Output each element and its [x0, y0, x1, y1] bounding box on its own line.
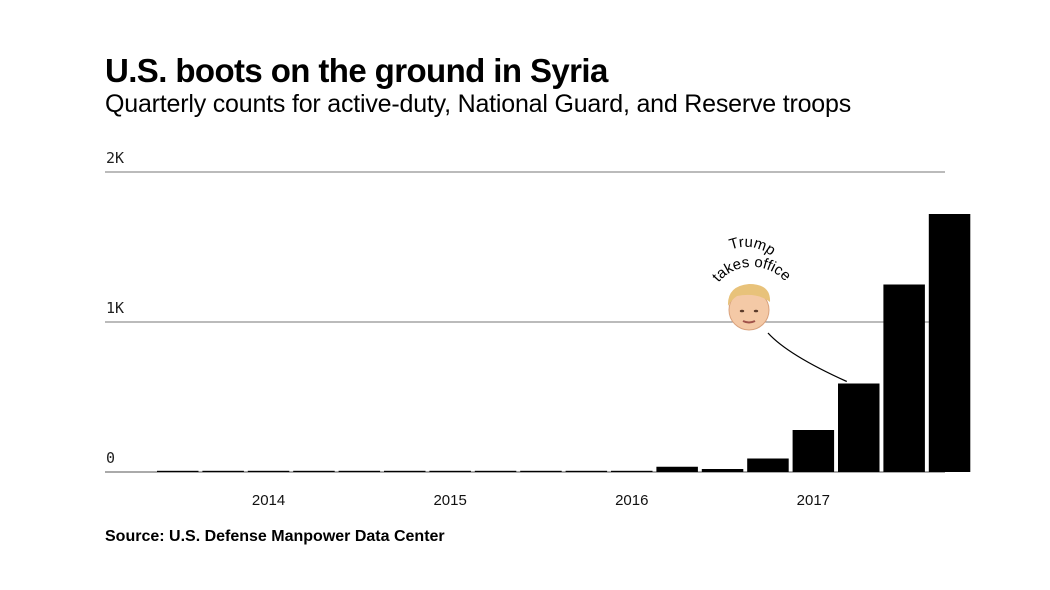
y-tick-label: 0	[106, 449, 115, 467]
eye-shape	[739, 309, 745, 313]
bar	[611, 470, 653, 472]
bar	[838, 383, 880, 472]
bar	[157, 470, 199, 472]
mouth-shape	[742, 320, 756, 324]
bar	[202, 470, 244, 472]
bar	[247, 470, 290, 472]
x-tick-label: 2015	[433, 492, 466, 509]
chart-subtitle: Quarterly counts for active-duty, Nation…	[105, 90, 852, 118]
annotation-leader-line	[767, 332, 848, 383]
x-tick-label: 2014	[252, 492, 285, 509]
bar	[293, 470, 335, 472]
y-tick-label: 2K	[106, 149, 124, 167]
bar	[565, 470, 608, 472]
bar	[928, 214, 971, 472]
bar	[520, 470, 562, 472]
annotation-label: takes office	[709, 254, 795, 286]
trump-portrait	[727, 284, 771, 331]
bar	[656, 466, 698, 472]
source-note: Source: U.S. Defense Manpower Data Cente…	[105, 528, 445, 545]
bar	[747, 458, 789, 472]
bar	[883, 284, 925, 472]
x-tick-label: 2017	[797, 492, 830, 509]
x-tick-label: 2016	[615, 492, 648, 509]
y-tick-label: 1K	[106, 299, 124, 317]
hair-shape	[727, 284, 771, 306]
bar	[792, 430, 835, 472]
bar	[701, 469, 744, 472]
bar	[429, 470, 471, 472]
bar	[474, 470, 517, 472]
bar	[384, 470, 426, 472]
eye-shape	[753, 309, 759, 313]
chart-title: U.S. boots on the ground in Syria	[105, 52, 608, 89]
bar	[338, 470, 381, 472]
